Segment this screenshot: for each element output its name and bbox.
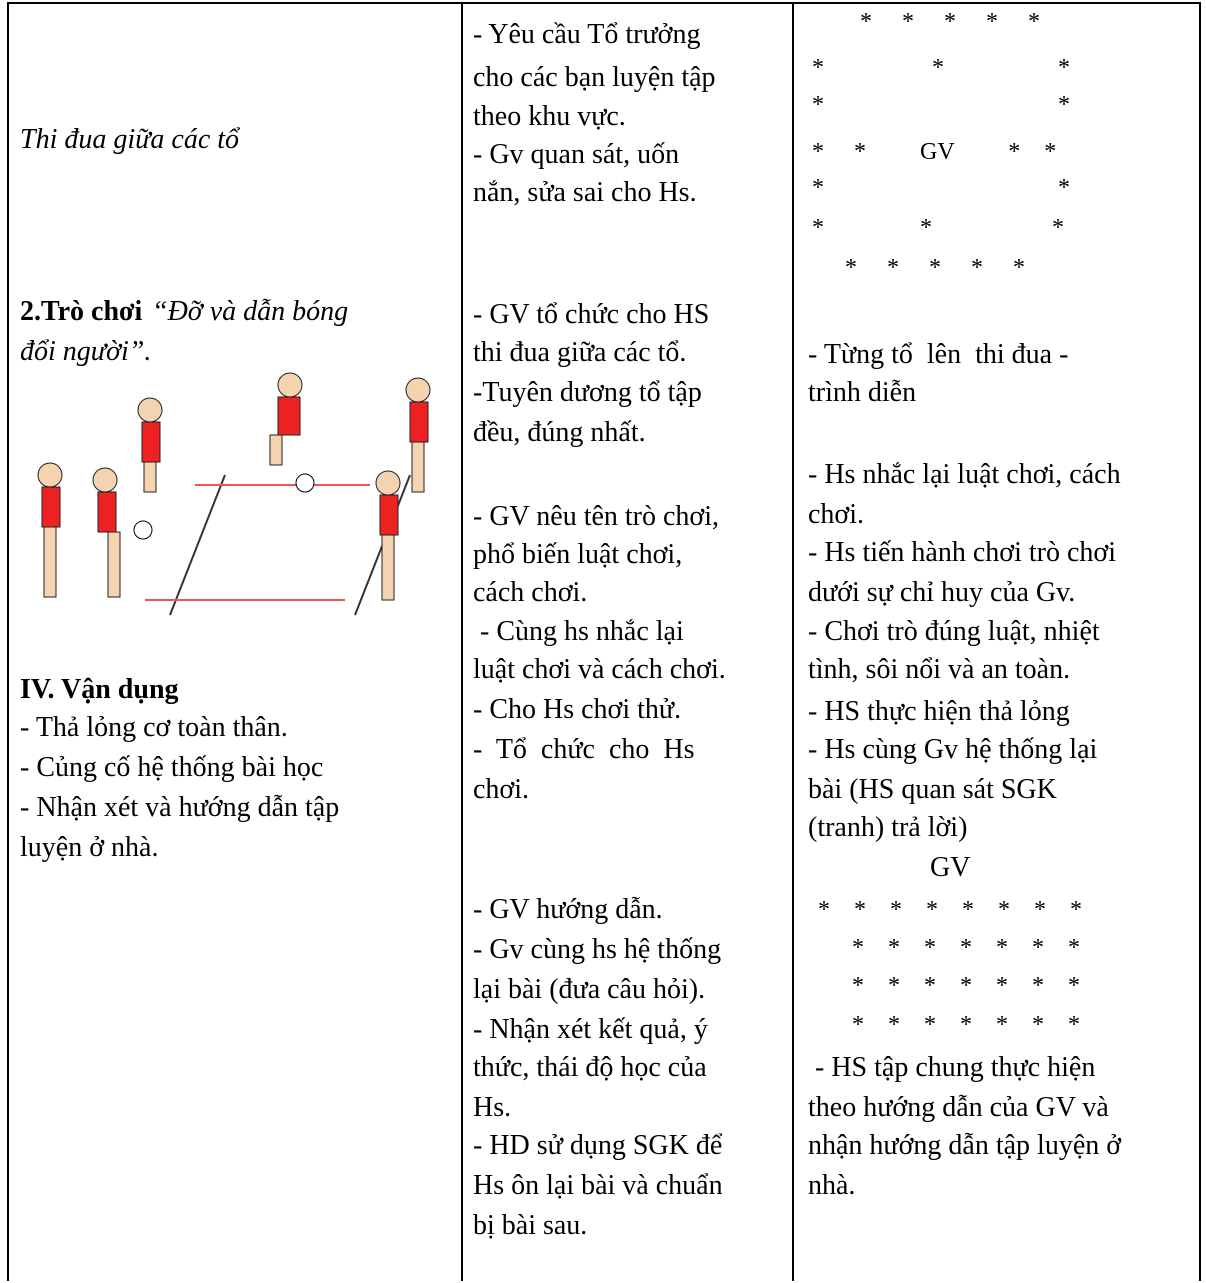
- text-line: cho các bạn luyện tập: [473, 62, 716, 93]
- text-line: - Yêu cầu Tổ trưởng: [473, 19, 701, 50]
- text-line: thức, thái độ học của: [473, 1052, 707, 1083]
- text-line: nhận hướng dẫn tập luyện ở: [808, 1130, 1122, 1161]
- text-line: theo khu vực.: [473, 101, 626, 132]
- formation-row: * * *: [812, 55, 1070, 81]
- text-line: - GV nêu tên trò chơi,: [473, 501, 720, 532]
- text-line: - HD sử dụng SGK để: [473, 1130, 723, 1161]
- text-line: - GV tổ chức cho HS: [473, 299, 710, 330]
- list-item: - Củng cố hệ thống bài học: [20, 752, 324, 783]
- text-line: - Gv quan sát, uốn: [473, 139, 680, 170]
- activity: Thi đua giữa các tổ: [20, 124, 240, 155]
- text-line: trình diễn: [808, 377, 917, 408]
- text-line: phổ biến luật chơi,: [473, 539, 683, 570]
- text-line: - Hs nhắc lại luật chơi, cách: [808, 459, 1121, 490]
- text-line: dưới sự chỉ huy của Gv.: [808, 577, 1076, 608]
- text-line: nắn, sửa sai cho Hs.: [473, 177, 697, 208]
- list-item: - Thả lỏng cơ toàn thân.: [20, 712, 288, 743]
- text-line: thi đua giữa các tổ.: [473, 337, 687, 368]
- text-line: bài (HS quan sát SGK: [808, 774, 1057, 805]
- list-item: - Nhận xét và hướng dẫn tập: [20, 792, 340, 823]
- text-line: đều, đúng nhất.: [473, 417, 646, 448]
- game-label: 2.Trò chơi: [20, 296, 143, 327]
- formation-row: * *: [812, 92, 1070, 118]
- border: [7, 2, 9, 1281]
- text-line: - Gv cùng hs hệ thống: [473, 934, 722, 965]
- game-name: “Đỡ và dẫn bóng: [152, 296, 349, 327]
- section-title: IV. Vận dụng: [20, 674, 179, 705]
- text-line: -Tuyên dương tổ tập: [473, 377, 702, 408]
- text-line: - GV hướng dẫn.: [473, 894, 663, 925]
- formation-row: * *: [812, 175, 1070, 201]
- formation-row: * * * * * * *: [852, 935, 1080, 961]
- illustration: [37, 372, 431, 616]
- text-line: chơi.: [473, 774, 530, 805]
- border: [461, 2, 463, 1281]
- text-line: cách chơi.: [473, 577, 588, 608]
- text-line: bị bài sau.: [473, 1210, 588, 1241]
- text-line: - Chơi trò đúng luật, nhiệt: [808, 616, 1100, 647]
- text-line: lại bài (đưa câu hỏi).: [473, 974, 706, 1005]
- text-line: nhà.: [808, 1170, 856, 1201]
- text-line: - Hs tiến hành chơi trò chơi: [808, 537, 1116, 568]
- text-line: luật chơi và cách chơi.: [473, 654, 726, 685]
- formation-row: * * GV * *: [812, 139, 1057, 165]
- border: [792, 2, 794, 1281]
- text-line: Hs ôn lại bài và chuẩn: [473, 1170, 723, 1201]
- text-line: - Tổ chức cho Hs: [473, 734, 695, 765]
- text-line: Hs.: [473, 1092, 512, 1123]
- text-line: - Cho Hs chơi thử.: [473, 694, 682, 725]
- text-line: chơi.: [808, 499, 865, 530]
- text-line: - Từng tổ lên thi đua -: [808, 339, 1069, 370]
- text-line: - HS tập chung thực hiện: [808, 1052, 1096, 1083]
- list-item: luyện ở nhà.: [20, 832, 159, 863]
- formation-row: * * *: [812, 215, 1064, 241]
- formation-row: * * * * *: [845, 255, 1025, 281]
- game-name: đổi người”.: [20, 336, 152, 367]
- formation-row: * * * * *: [860, 9, 1040, 35]
- text-line: (tranh) trả lời): [808, 812, 968, 843]
- text-line: - Hs cùng Gv hệ thống lại: [808, 734, 1098, 765]
- formation-row: * * * * * * *: [852, 973, 1080, 999]
- text-line: theo hướng dẫn của GV và: [808, 1092, 1109, 1123]
- text-line: - Cùng hs nhắc lại: [473, 616, 684, 647]
- text-line: GV: [930, 852, 971, 883]
- border: [1199, 2, 1201, 1281]
- text-line: tình, sôi nổi và an toàn.: [808, 654, 1071, 685]
- text-line: - HS thực hiện thả lỏng: [808, 696, 1070, 727]
- formation-row: * * * * * * *: [852, 1012, 1080, 1038]
- formation-row: * * * * * * * *: [818, 897, 1082, 923]
- border: [7, 2, 1201, 4]
- text-line: - Nhận xét kết quả, ý: [473, 1014, 708, 1045]
